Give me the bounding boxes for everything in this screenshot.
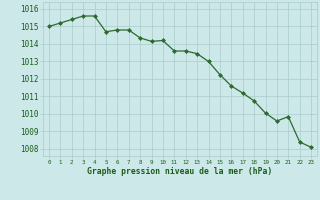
X-axis label: Graphe pression niveau de la mer (hPa): Graphe pression niveau de la mer (hPa) bbox=[87, 167, 273, 176]
